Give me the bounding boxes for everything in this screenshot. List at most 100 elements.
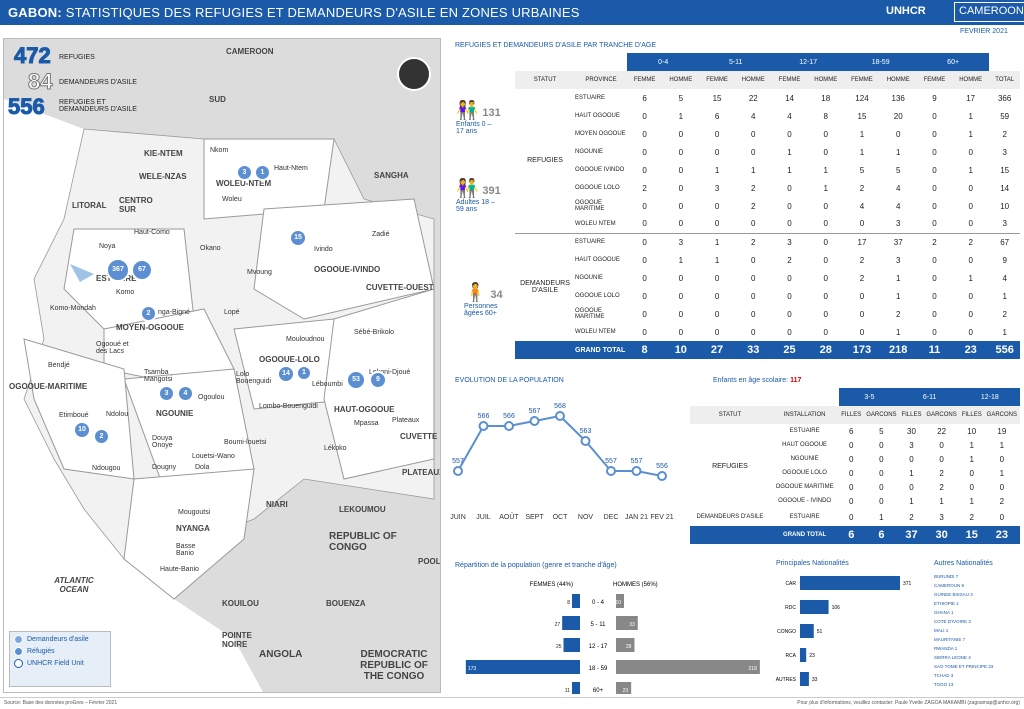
asylum-dot[interactable]: 9 [369,371,387,389]
other-nationality-item: GUINEE BISSAU 3 [934,592,973,597]
nationality-value: 106 [832,605,841,611]
value-cell: 2 [859,273,865,283]
age-label: 5 - 11 [591,622,607,628]
asylum-dot[interactable]: 67 [131,259,153,281]
map-label-angola: ANGOLA [259,649,303,660]
female-bar [572,594,580,608]
total-refugies: 472 [14,43,52,69]
nationality-label: RDC [785,605,796,611]
value-cell: 37 [893,237,903,247]
refugee-dot[interactable]: 10 [73,421,91,439]
value-cell: 1 [714,165,720,175]
table-row: OGOOUE IVINDO 0 0 1 1 1 1 5 5 0 1 15 [515,161,1020,179]
province-cell: HAUT OGOOUE [782,442,828,448]
value-cell: 136 [891,93,905,103]
refugee-dot[interactable]: 14 [277,365,295,383]
map-label-ogooue-maritime: OGOOUE-MARITIME [9,382,88,391]
value-cell: 2 [999,496,1005,506]
map-label-wele-nzas: WELE-NZAS [139,172,187,181]
other-nationality-item: RWANDA 1 [934,646,958,651]
refugee-dot[interactable]: 2 [140,305,157,322]
refugee-dot[interactable]: 3 [158,385,175,402]
table-row: HAUT OGOOUE 0 1 1 0 2 0 2 3 0 0 9 [515,251,1020,269]
town-label: Lopé [224,309,240,316]
asylum-dot[interactable]: 1 [254,164,271,181]
value-cell: 0 [968,183,973,193]
value-cell: 19 [997,426,1007,436]
value-cell: 1 [823,165,828,175]
value-cell: 0 [859,219,865,229]
map-label-ngounie: NGOUNIE [156,409,194,418]
province-cell: NGOUNIE [575,275,604,281]
male-value: 23 [623,688,629,694]
value-cell: 15 [857,111,867,121]
table-row: DEMANDEURS D'ASILE ESTUAIRE 0 3 1 2 3 0 17 37 2 2 67 [515,233,1020,294]
age-table: 0-4 5-11 12-17 18-59 60+ STATUT PROVINCE FEMME H… [515,53,1020,359]
value-cell: 0 [999,454,1005,464]
nationality-value: 23 [809,653,815,659]
female-bar [465,660,580,674]
value-cell: 2 [969,512,974,522]
province-cell: OGOOUE MARITIME [775,484,834,490]
asylum-dot[interactable]: 2 [93,428,110,445]
value-cell: 0 [642,291,647,301]
value-cell: 1 [678,255,684,265]
age-group-header: 3-5 [839,388,900,406]
age-group-header: 12-18 [959,388,1020,406]
other-nationality-item: MAURITANIE 7 [934,637,966,642]
grand-total-cell: 30 [923,526,960,544]
grand-total-cell: 10 [662,341,700,359]
town-label: nga-Bigné [158,309,190,316]
value-cell: 0 [823,237,828,247]
map-label-republic-of-congo: REPUBLIC OF CONGO [329,531,397,553]
value-cell: 0 [859,327,865,337]
table-row: OGOOUE MARITIME 0 0 0 2 0 0 4 4 0 0 10 [515,197,1020,215]
map-label-moyen-ogooue: MOYEN-OGOOUE [116,323,185,332]
nationality-bar [800,600,829,614]
refugee-dot[interactable]: 53 [346,370,366,390]
value-cell: 0 [678,327,684,337]
town-label: Dougny [152,464,177,471]
value-cell: 5 [678,93,684,103]
town-label: Noya [99,243,116,250]
column-header: FEMME [627,71,663,89]
value-cell: 59 [1000,111,1010,121]
table-row: OGOOUE MARITIME 0 0 0 0 0 0 0 2 0 0 2 [515,305,1020,323]
value-cell: 1 [999,440,1005,450]
town-label: Ogoulou [198,394,225,401]
map-legend: Demandeurs d'asile Réfugiés UNHCR Field … [9,631,111,687]
column-header: FEMME [844,71,880,89]
value-cell: 1 [968,273,973,283]
value-cell: 1 [909,496,914,506]
refugee-dot[interactable]: 15 [289,229,307,247]
age-label: 12 - 17 [589,644,608,650]
evolution-label: 563 [580,428,592,435]
table-row: HAUT OGOOUE 0 1 6 4 4 8 15 20 0 1 59 [515,107,1020,125]
evolution-label: 568 [554,403,566,410]
map-label-niari: NIARI [266,500,288,509]
value-cell: 0 [849,512,854,522]
value-cell: 1 [879,512,884,522]
footer-contact: Pour plus d'informations, veuillez conta… [797,700,1020,706]
value-cell: 0 [751,255,756,265]
asylum-dot[interactable]: 1 [296,365,312,381]
stat-adults: 👫 391 Adultes 18 – 59 ans [456,178,501,213]
grand-total-cell: 28 [807,341,845,359]
value-cell: 0 [932,201,937,211]
map-label-cuvette: CUVETTE [400,432,438,441]
province-cell: HAUT OGOOUE [575,257,620,263]
value-cell: 4 [1002,273,1007,283]
town-label: Boumi-louetsi [224,439,267,446]
other-nationality-item: TOGO 13 [934,682,954,687]
refugee-dot[interactable]: 3 [236,164,253,181]
evolution-point [657,471,667,481]
province-cell: OGOOUE LOLO [575,185,620,191]
asylum-dot[interactable]: 4 [177,385,194,402]
map-label-centro-sur: CENTRO SUR [119,196,153,214]
province-cell: NGOUNIE [575,149,604,155]
value-cell: 1 [895,291,901,301]
value-cell: 0 [751,327,756,337]
value-cell: 2 [895,309,901,319]
male-bar [616,638,635,652]
refugee-dot[interactable]: 367 [106,258,130,282]
